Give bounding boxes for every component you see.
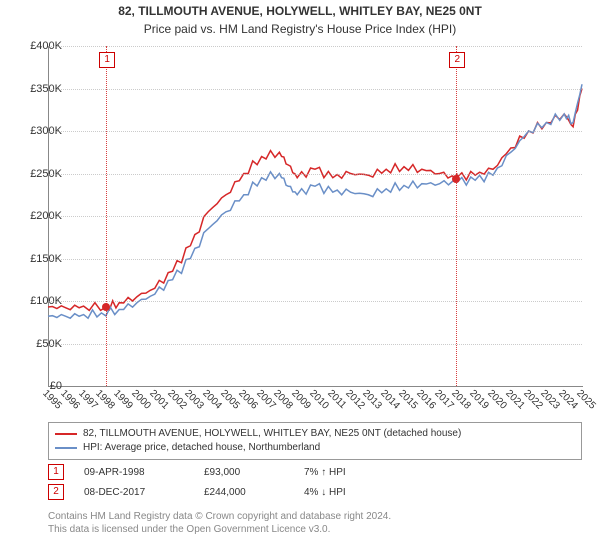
gridline [48, 216, 582, 217]
legend-swatch-prop [55, 433, 77, 435]
gridline [48, 174, 582, 175]
x-tick-label: 2020 [485, 388, 509, 412]
sale-price-1: £93,000 [204, 467, 284, 478]
x-tick-label: 2021 [503, 388, 527, 412]
footer: Contains HM Land Registry data © Crown c… [48, 510, 391, 536]
legend-swatch-hpi [55, 447, 77, 449]
gridline [48, 344, 582, 345]
series-prop [48, 89, 582, 311]
x-tick-label: 2025 [574, 388, 598, 412]
sale-dot [452, 175, 460, 183]
sale-marker-1: 1 [48, 464, 64, 480]
y-tick-label: £0 [16, 380, 62, 392]
x-tick-label: 2019 [467, 388, 491, 412]
x-tick-label: 1999 [111, 388, 135, 412]
sale-price-2: £244,000 [204, 487, 284, 498]
event-vline [106, 46, 107, 386]
sale-marker-2: 2 [48, 484, 64, 500]
x-tick-label: 2000 [129, 388, 153, 412]
legend: 82, TILLMOUTH AVENUE, HOLYWELL, WHITLEY … [48, 422, 582, 460]
chart-title: 82, TILLMOUTH AVENUE, HOLYWELL, WHITLEY … [0, 4, 600, 18]
series-hpi [48, 84, 582, 318]
x-tick-label: 2010 [307, 388, 331, 412]
x-tick-label: 1996 [58, 388, 82, 412]
sale-date-2: 08-DEC-2017 [84, 487, 184, 498]
x-tick-label: 2016 [414, 388, 438, 412]
footer-line1: Contains HM Land Registry data © Crown c… [48, 510, 391, 523]
event-marker: 2 [449, 52, 465, 68]
event-vline [456, 46, 457, 386]
x-tick-label: 2001 [147, 388, 171, 412]
sale-change-2: 4% ↓ HPI [304, 487, 384, 498]
x-tick-label: 2015 [396, 388, 420, 412]
gridline [48, 89, 582, 90]
gridline [48, 259, 582, 260]
x-tick-label: 2009 [289, 388, 313, 412]
legend-label-prop: 82, TILLMOUTH AVENUE, HOLYWELL, WHITLEY … [83, 427, 461, 441]
sale-dot [102, 303, 110, 311]
sales-table: 1 09-APR-1998 £93,000 7% ↑ HPI 2 08-DEC-… [48, 462, 384, 502]
x-tick-label: 2005 [218, 388, 242, 412]
chart-subtitle: Price paid vs. HM Land Registry's House … [0, 22, 600, 36]
gridline [48, 301, 582, 302]
gridline [48, 131, 582, 132]
sale-change-1: 7% ↑ HPI [304, 467, 384, 478]
x-tick-label: 2004 [200, 388, 224, 412]
legend-label-hpi: HPI: Average price, detached house, Nort… [83, 441, 320, 455]
event-marker: 1 [99, 52, 115, 68]
gridline [48, 46, 582, 47]
x-tick-label: 2024 [556, 388, 580, 412]
sale-date-1: 09-APR-1998 [84, 467, 184, 478]
footer-line2: This data is licensed under the Open Gov… [48, 523, 391, 536]
x-tick-label: 2014 [378, 388, 402, 412]
x-tick-label: 2011 [325, 388, 348, 411]
x-tick-label: 2006 [236, 388, 260, 412]
